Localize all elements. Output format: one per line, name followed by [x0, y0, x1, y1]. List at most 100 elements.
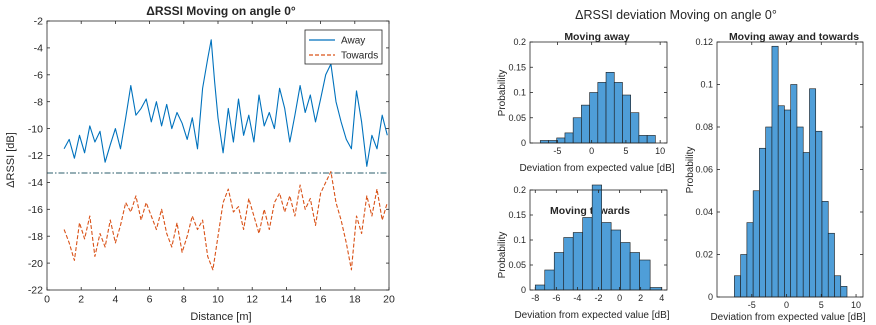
hist-combined-bar [771, 45, 779, 298]
hist-combined-ytick-label: 0 [708, 292, 713, 302]
hist-towards-bar [620, 242, 631, 291]
line-chart-ytick-label: -8 [34, 96, 43, 108]
hist-away-chart: Moving away Deviation from expected valu… [497, 31, 675, 174]
right-figure-title: ΔRSSI deviation Moving on angle 0° [575, 8, 777, 22]
hist-away-bar [630, 112, 640, 144]
hist-combined-ytick-label: 0.08 [695, 122, 713, 132]
hist-towards-ytick-label: 0.15 [508, 210, 526, 220]
hist-away-xtick-label: 10 [655, 146, 665, 156]
line-chart-xtick-label: 16 [315, 294, 327, 306]
line-chart-ytick-label: -10 [28, 123, 43, 135]
line-chart-xtick-label: 4 [112, 294, 118, 306]
line-chart-legend: Away Towards [304, 29, 383, 65]
hist-towards-ytick-label: 0.2 [513, 185, 526, 195]
hist-combined-chart: Moving away and towards Deviation from e… [685, 31, 866, 323]
line-chart-xtick-label: 12 [246, 294, 258, 306]
hist-away-bar [646, 135, 656, 144]
hist-towards-ytick-label: 0.05 [508, 260, 526, 270]
hist-combined-ylabel: Probability [685, 147, 696, 194]
hist-combined-xtick-label: -5 [748, 300, 756, 310]
hist-away-bar [556, 137, 566, 144]
hist-away-bar [613, 82, 623, 144]
hist-combined-ytick-label: 0.1 [700, 80, 713, 90]
line-chart-xtick-label: 6 [147, 294, 153, 306]
line-chart-ytick-label: -6 [34, 69, 43, 81]
hist-towards-xtick-label: -4 [573, 293, 581, 303]
hist-combined-bar [777, 105, 785, 298]
hist-towards-ylabel: Probability [497, 232, 508, 279]
hist-combined-bar [834, 275, 842, 298]
hist-away-xtick-label: -5 [553, 146, 561, 156]
hist-away-bar [564, 132, 574, 144]
hist-towards-bar [553, 252, 565, 291]
hist-combined-bar [765, 126, 773, 298]
hist-towards-bar [544, 269, 555, 291]
hist-combined-ytick-label: 0.12 [695, 37, 713, 47]
hist-away-bar [605, 72, 615, 144]
hist-away-bar [597, 82, 607, 144]
hist-towards-bar [601, 222, 612, 291]
hist-away-xtick-label: 5 [623, 146, 628, 156]
line-chart-xtick-label: 2 [78, 294, 84, 306]
hist-away-ytick-label: 0.15 [508, 62, 526, 72]
hist-away-ytick-label: 0.1 [513, 88, 526, 98]
hist-combined-bar [746, 222, 754, 298]
rssi-line-chart: ΔRSSI Moving on angle 0° Distance [m] ΔR… [5, 4, 395, 323]
hist-combined-bar [809, 88, 817, 298]
hist-towards-xtick-label: 2 [638, 293, 643, 303]
line-chart-ylabel: ΔRSSI [dB] [5, 132, 17, 188]
series-line-towards [63, 171, 388, 271]
line-chart-xtick-label: 18 [349, 294, 361, 306]
line-chart-xtick-label: 14 [281, 294, 293, 306]
hist-away-bar [589, 92, 599, 144]
hist-away-xlabel: Deviation from expected value [dB] [519, 163, 674, 174]
hist-away-title: Moving away [564, 31, 630, 43]
hist-towards-xlabel: Deviation from expected value [dB] [514, 310, 669, 321]
hist-towards-bar [610, 229, 621, 291]
hist-towards-axes-frame [529, 189, 668, 291]
hist-towards-bar [534, 284, 546, 291]
hist-combined-xtick-label: 0 [784, 300, 789, 310]
hist-combined-bar [734, 275, 741, 298]
line-chart-ytick-label: -12 [28, 150, 43, 162]
line-chart-ytick-label: -2 [34, 16, 43, 28]
line-chart-ytick-label: -20 [28, 258, 43, 270]
hist-combined-xtick-label: 5 [819, 300, 824, 310]
line-chart-xtick-label: 8 [181, 294, 187, 306]
hist-combined-ytick-label: 0.04 [695, 207, 713, 217]
hist-towards-xtick-label: -8 [531, 293, 539, 303]
line-chart-ytick-label: -14 [28, 177, 43, 189]
hist-combined-axes-frame [716, 41, 864, 298]
hist-combined-xlabel: Deviation from expected value [dB] [710, 312, 865, 323]
line-chart-ytick-label: -4 [34, 43, 43, 55]
hist-towards-xtick-label: -2 [594, 293, 602, 303]
line-chart-xtick-label: 0 [44, 294, 50, 306]
hist-away-ylabel: Probability [497, 70, 508, 117]
hist-towards-ytick-label: 0.1 [513, 235, 526, 245]
hist-combined-title: Moving away and towards [729, 31, 859, 43]
hist-away-bar [638, 135, 648, 144]
hist-towards-bar [591, 184, 602, 291]
line-chart-title: ΔRSSI Moving on angle 0° [146, 4, 296, 18]
hist-combined-bar [802, 152, 810, 298]
hist-towards-chart: Moving towards Deviation from expected v… [497, 184, 670, 321]
hist-towards-title: Moving towards [550, 205, 630, 217]
series-line-away [63, 39, 388, 167]
line-chart-ytick-label: -16 [28, 204, 43, 216]
hist-away-ytick-label: 0 [521, 138, 526, 148]
hist-combined-xtick-label: 10 [851, 300, 861, 310]
line-chart-axes-frame [46, 20, 390, 291]
hist-towards-bar [639, 259, 651, 291]
hist-away-bar [572, 117, 582, 144]
hist-away-ytick-label: 0.05 [508, 113, 526, 123]
hist-combined-bar [815, 130, 823, 298]
hist-combined-bar [827, 232, 835, 298]
hist-combined-bar [784, 109, 791, 298]
hist-towards-bar [563, 237, 574, 291]
hist-combined-bar [752, 190, 760, 298]
line-chart-ytick-label: -18 [28, 231, 43, 243]
hist-combined-ytick-label: 0.02 [695, 250, 713, 260]
line-chart-xtick-label: 10 [212, 294, 224, 306]
hist-combined-bar [740, 254, 748, 298]
